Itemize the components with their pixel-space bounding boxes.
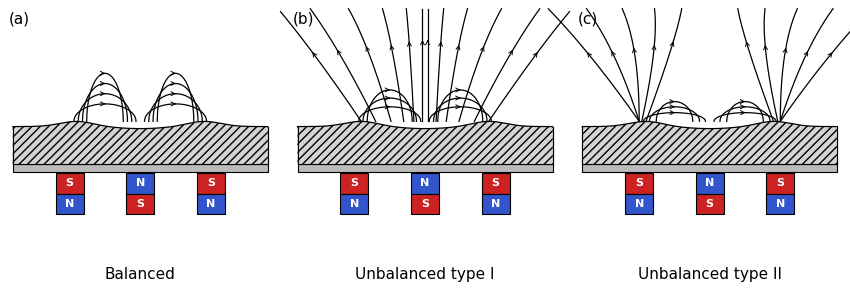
Bar (582, 127, 837, 164)
Polygon shape (13, 121, 268, 164)
Bar (481, 173, 509, 194)
Text: N: N (706, 178, 714, 188)
Bar (626, 194, 654, 214)
Polygon shape (298, 121, 552, 164)
Text: N: N (421, 178, 429, 188)
Text: N: N (207, 199, 215, 209)
Bar (626, 173, 654, 194)
Bar (340, 173, 368, 194)
Bar (695, 194, 724, 214)
Polygon shape (13, 115, 268, 129)
Text: S: S (207, 178, 215, 188)
Text: S: S (65, 178, 74, 188)
Text: S: S (491, 178, 500, 188)
Bar (298, 127, 552, 164)
Bar (13, 127, 268, 164)
Bar (127, 173, 155, 194)
Bar (411, 194, 439, 214)
Bar (411, 173, 439, 194)
Text: (c): (c) (578, 12, 598, 27)
Bar (196, 194, 224, 214)
Bar (340, 194, 368, 214)
Bar (481, 194, 509, 214)
Text: N: N (491, 199, 500, 209)
Text: Unbalanced type II: Unbalanced type II (638, 267, 782, 283)
Text: N: N (65, 199, 74, 209)
Bar (582, 127, 837, 164)
Text: N: N (350, 199, 359, 209)
Polygon shape (582, 121, 837, 164)
Text: S: S (635, 178, 643, 188)
Bar (56, 194, 83, 214)
Bar (582, 164, 837, 172)
Bar (56, 173, 83, 194)
Bar (13, 164, 268, 172)
Polygon shape (298, 115, 552, 129)
Bar (127, 194, 155, 214)
Text: (a): (a) (8, 12, 30, 27)
Bar (13, 127, 268, 164)
Text: N: N (776, 199, 785, 209)
Text: (b): (b) (293, 12, 314, 27)
Text: S: S (776, 178, 785, 188)
Text: N: N (136, 178, 144, 188)
Bar (766, 173, 794, 194)
Text: S: S (706, 199, 714, 209)
Bar (298, 164, 552, 172)
Text: Unbalanced type I: Unbalanced type I (355, 267, 495, 283)
Text: Balanced: Balanced (105, 267, 176, 283)
Text: S: S (421, 199, 429, 209)
Text: N: N (635, 199, 643, 209)
Polygon shape (582, 115, 837, 129)
Bar (298, 127, 552, 164)
Text: S: S (136, 199, 144, 209)
Bar (695, 173, 724, 194)
Bar (196, 173, 224, 194)
Bar (766, 194, 794, 214)
Text: S: S (350, 178, 359, 188)
